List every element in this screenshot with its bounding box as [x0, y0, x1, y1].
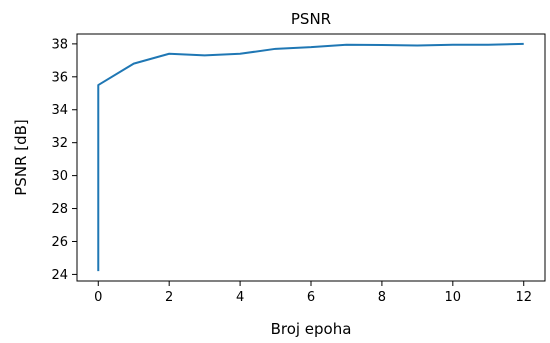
y-tick-label: 34: [51, 103, 68, 118]
plot-frame: [76, 33, 546, 282]
y-tick-label: 30: [51, 169, 68, 184]
y-tick-label: 38: [51, 37, 68, 52]
x-tick-label: 6: [307, 290, 315, 305]
psnr-series-line: [97, 42, 524, 272]
y-tick-label: 28: [51, 202, 68, 217]
x-tick-label: 8: [378, 290, 386, 305]
y-tick-label: 32: [51, 136, 68, 151]
x-tick-label: 12: [515, 290, 532, 305]
x-axis-label: Broj epoha: [271, 320, 352, 338]
y-axis-label: PSNR [dB]: [12, 119, 30, 196]
y-tick-label: 26: [51, 235, 68, 250]
y-tick-label: 36: [51, 70, 68, 85]
x-tick-label: 4: [236, 290, 244, 305]
y-tick-label: 24: [51, 268, 68, 283]
x-tick-label: 10: [445, 290, 462, 305]
x-tick-label: 0: [94, 290, 102, 305]
x-tick-label: 2: [165, 290, 173, 305]
chart-title: PSNR: [291, 10, 331, 28]
